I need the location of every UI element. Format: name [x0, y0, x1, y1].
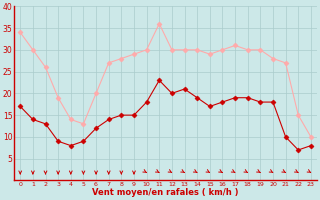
X-axis label: Vent moyen/en rafales ( km/h ): Vent moyen/en rafales ( km/h ) [92, 188, 239, 197]
